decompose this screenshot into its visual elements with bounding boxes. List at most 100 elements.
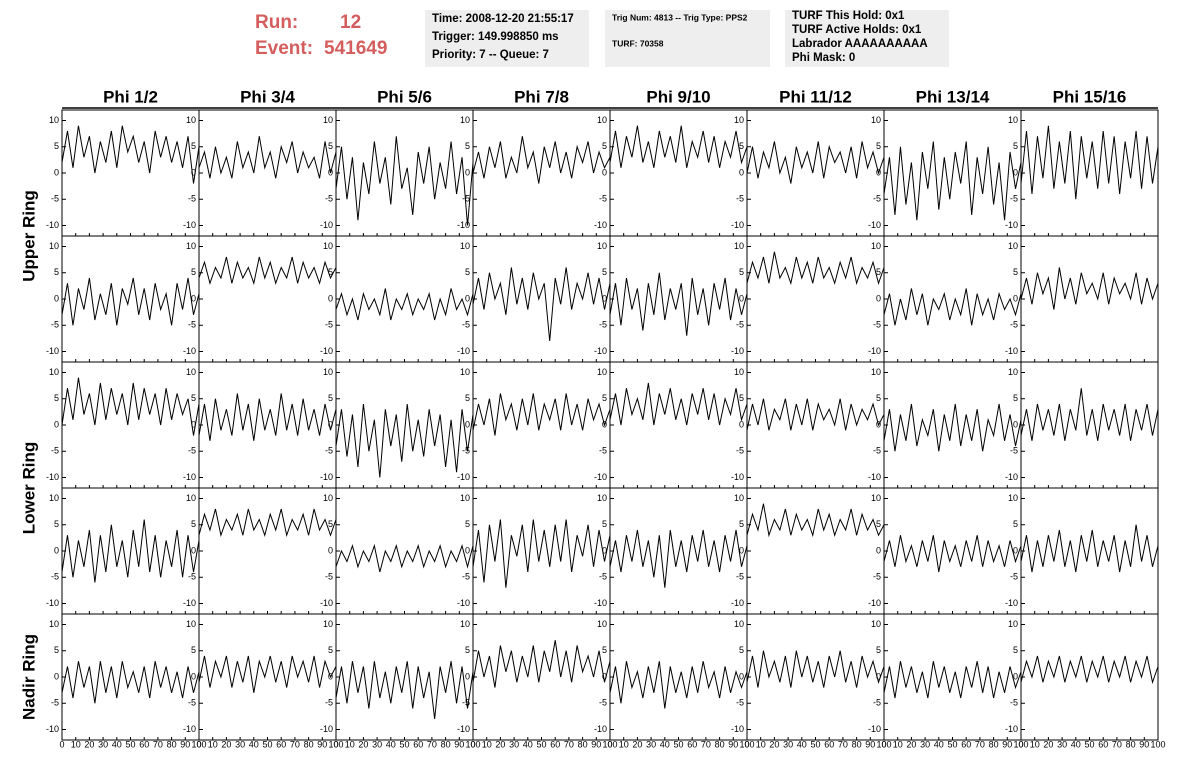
run-number: 12 (340, 12, 361, 33)
y-tick-label: 0 (328, 167, 333, 177)
y-tick-label: 0 (328, 419, 333, 429)
x-tick-label: 30 (1057, 739, 1067, 749)
x-tick-label: 50 (125, 739, 135, 749)
column-header: Phi 5/6 (377, 87, 432, 106)
y-tick-label: 10 (871, 241, 881, 251)
y-tick-label: -10 (320, 220, 333, 230)
y-tick-label: -10 (46, 220, 59, 230)
y-tick-label: -10 (183, 220, 196, 230)
y-tick-label: 0 (465, 293, 470, 303)
y-tick-label: 5 (602, 519, 607, 529)
waveform (883, 403, 1022, 452)
waveform (609, 382, 748, 426)
y-tick-label: -10 (46, 724, 59, 734)
panel-frame (335, 487, 474, 615)
x-tick-label: 10 (756, 739, 766, 749)
panel-frame (472, 109, 611, 237)
y-tick-label: 0 (876, 419, 881, 429)
y-tick-label: 0 (602, 545, 607, 555)
waveform (335, 543, 474, 573)
y-tick-label: -5 (51, 446, 59, 456)
y-tick-label: -5 (1010, 446, 1018, 456)
y-tick-label: 10 (597, 493, 607, 503)
y-tick-label: 10 (1008, 241, 1018, 251)
x-tick-label: 30 (98, 739, 108, 749)
y-tick-label: 5 (1013, 645, 1018, 655)
y-tick-label: 5 (1013, 393, 1018, 403)
x-tick-label: 100 (191, 739, 206, 749)
x-tick-label: 40 (934, 739, 944, 749)
y-tick-label: -5 (51, 572, 59, 582)
y-tick-label: -5 (736, 572, 744, 582)
y-tick-label: 10 (597, 619, 607, 629)
y-tick-label: 5 (1013, 267, 1018, 277)
y-tick-label: -10 (1005, 472, 1018, 482)
y-tick-label: 10 (49, 367, 59, 377)
waveform (335, 136, 474, 226)
panel-frame (335, 361, 474, 489)
y-tick-label: 5 (54, 645, 59, 655)
x-tick-label: 100 (1150, 739, 1165, 749)
x-tick-label: 60 (687, 739, 697, 749)
y-tick-label: 10 (186, 493, 196, 503)
y-tick-label: 0 (54, 419, 59, 429)
y-tick-label: 5 (739, 393, 744, 403)
y-tick-label: 10 (49, 619, 59, 629)
info-line: TURF This Hold: 0x1 (792, 10, 905, 22)
y-tick-label: -10 (320, 598, 333, 608)
y-tick-label: -10 (457, 472, 470, 482)
x-tick-label: 40 (523, 739, 533, 749)
panel-frame (198, 109, 337, 237)
waveform (335, 403, 474, 478)
column-header: Phi 15/16 (1053, 87, 1127, 106)
y-tick-label: -10 (594, 724, 607, 734)
x-tick-label: 80 (1126, 739, 1136, 749)
x-tick-label: 40 (386, 739, 396, 749)
x-tick-label: 80 (989, 739, 999, 749)
y-tick-label: 5 (876, 267, 881, 277)
waveform (472, 519, 611, 588)
x-tick-label: 0 (333, 739, 338, 749)
x-tick-label: 80 (441, 739, 451, 749)
x-tick-label: 10 (345, 739, 355, 749)
x-tick-label: 70 (153, 739, 163, 749)
waveform (746, 650, 885, 688)
x-tick-label: 60 (139, 739, 149, 749)
y-tick-label: 10 (323, 367, 333, 377)
x-tick-label: 30 (920, 739, 930, 749)
y-tick-label: 0 (739, 293, 744, 303)
x-tick-label: 90 (1139, 739, 1149, 749)
column-header: Phi 7/8 (514, 87, 569, 106)
y-tick-label: 0 (191, 671, 196, 681)
y-tick-label: -5 (1010, 194, 1018, 204)
y-tick-label: 5 (876, 519, 881, 529)
y-tick-label: 0 (191, 167, 196, 177)
y-tick-label: -5 (325, 446, 333, 456)
y-tick-label: -10 (457, 724, 470, 734)
y-tick-label: 10 (186, 241, 196, 251)
y-tick-label: 10 (1008, 619, 1018, 629)
y-tick-label: 10 (49, 493, 59, 503)
panel-frame (198, 487, 337, 615)
y-tick-label: -5 (1010, 320, 1018, 330)
y-tick-label: -5 (1010, 572, 1018, 582)
y-tick-label: -10 (868, 346, 881, 356)
panel-frame (198, 235, 337, 363)
y-tick-label: -5 (736, 194, 744, 204)
y-tick-label: -10 (731, 346, 744, 356)
y-tick-label: 0 (54, 545, 59, 555)
y-tick-label: 10 (460, 115, 470, 125)
panel-frame (1020, 109, 1159, 237)
info-line: Phi Mask: 0 (792, 52, 855, 64)
y-tick-label: 0 (602, 167, 607, 177)
waveform (472, 640, 611, 688)
y-tick-label: -10 (183, 724, 196, 734)
y-tick-label: 5 (191, 645, 196, 655)
y-tick-label: -10 (183, 346, 196, 356)
x-tick-label: 30 (783, 739, 793, 749)
y-tick-label: -5 (462, 446, 470, 456)
x-tick-label: 100 (602, 739, 617, 749)
panel-frame (609, 109, 748, 237)
y-tick-label: -5 (873, 320, 881, 330)
y-tick-label: 0 (739, 419, 744, 429)
